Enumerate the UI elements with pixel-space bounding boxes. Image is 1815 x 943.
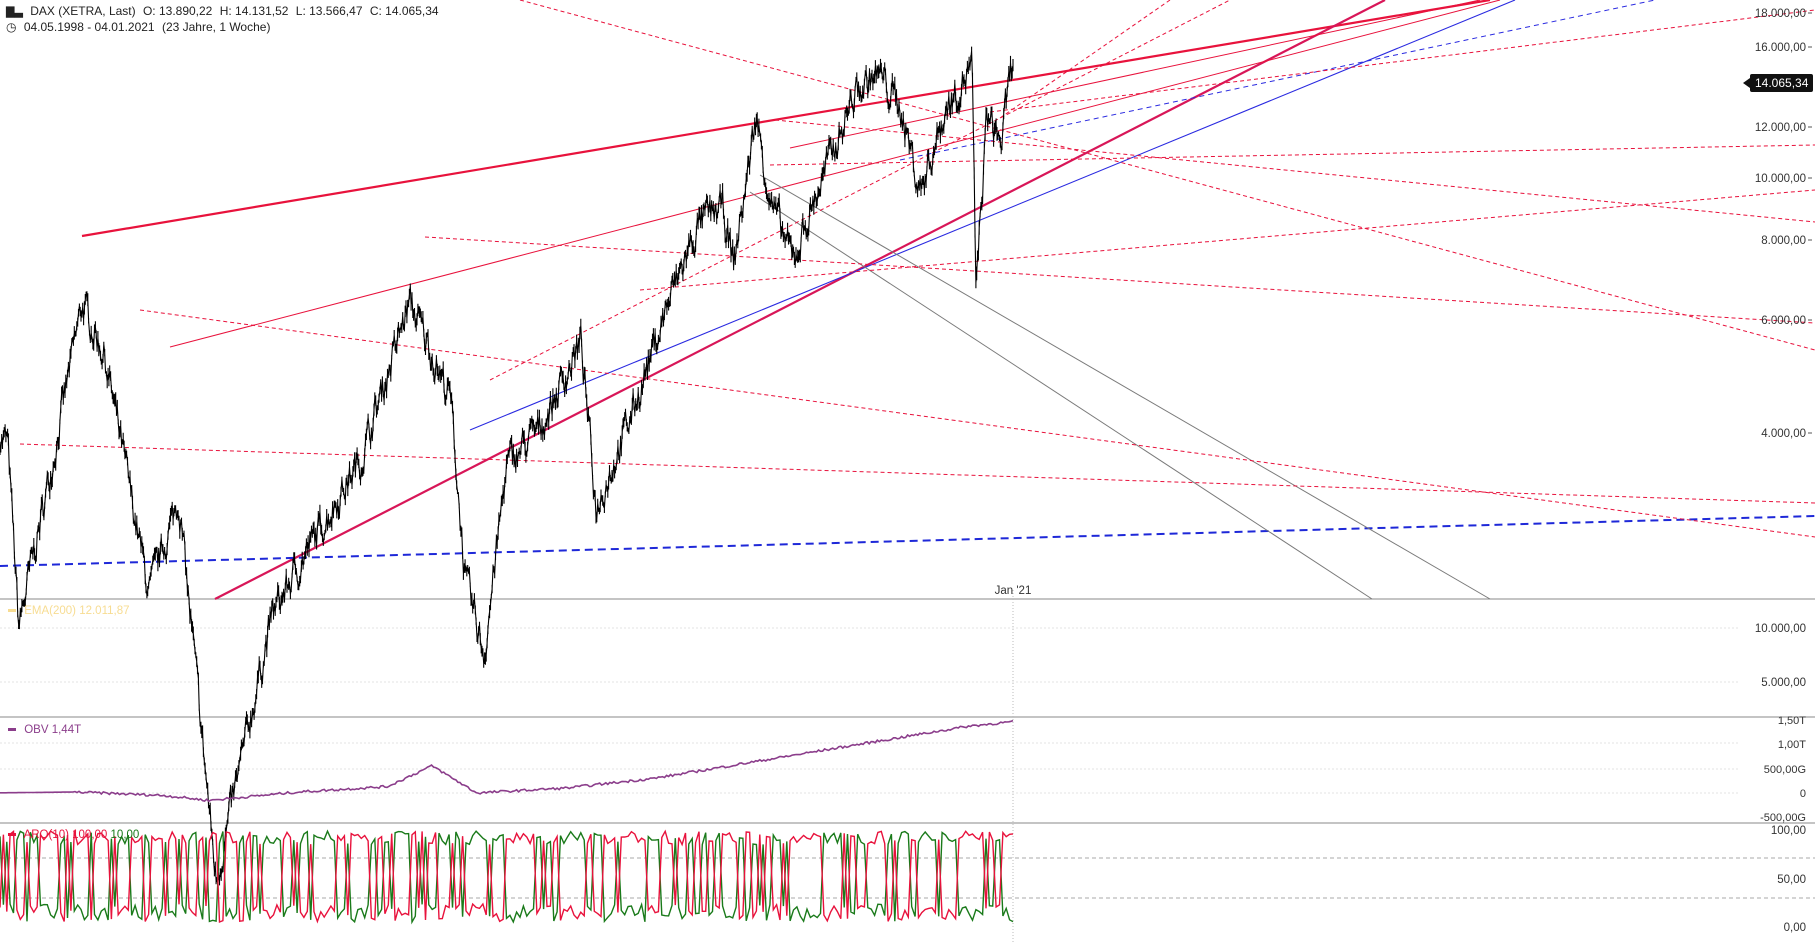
- trendlines[interactable]: [0, 0, 1815, 600]
- price-tick-marks: [1808, 12, 1812, 434]
- trendline-red-dashed[interactable]: [769, 144, 1815, 166]
- trendline-gray-2[interactable]: [759, 174, 1491, 600]
- obv-tick: 0: [1800, 788, 1806, 800]
- price-tick: 8.000,00: [1761, 235, 1806, 247]
- ohlc-high: H: 14.131,52: [219, 4, 289, 18]
- last-price-badge: 14.065,34: [1742, 74, 1814, 92]
- trendline-red-dashed[interactable]: [489, 0, 1231, 381]
- price-tick: 6.000,00: [1761, 315, 1806, 327]
- aroon-tick: 0,00: [1784, 922, 1806, 934]
- price-tick: 18.000,00: [1755, 8, 1806, 20]
- aroon-label[interactable]: ARO(10) 100,00 10,00: [8, 829, 139, 841]
- aroon-down-series[interactable]: [0, 829, 1014, 924]
- trendline-red-thin-2[interactable]: [789, 0, 1481, 149]
- trendline-red-dashed[interactable]: [519, 0, 1815, 351]
- date-range: 04.05.1998 - 04.01.2021: [23, 20, 155, 34]
- clock-icon: ◷: [6, 20, 17, 34]
- obv-tick: 500,00G: [1764, 764, 1806, 776]
- ema-tick: 5.000,00: [1761, 677, 1806, 689]
- instrument-name: DAX (XETRA, Last): [30, 4, 136, 18]
- price-tick: 4.000,00: [1761, 428, 1806, 440]
- obv-tick: 1,00T: [1778, 739, 1806, 751]
- obv-label[interactable]: OBV 1,44T: [8, 724, 81, 736]
- obv-tick: -500,00G: [1760, 812, 1806, 824]
- aroon-swatch: [8, 833, 16, 837]
- trendline-red-dashed[interactable]: [989, 9, 1815, 113]
- chart-type-icon[interactable]: ▇▃: [6, 6, 23, 18]
- aroon-name: ARO(10): [23, 829, 69, 841]
- trendline-red-solid-support[interactable]: [214, 0, 1386, 600]
- aroon-tick: 100,00: [1771, 825, 1806, 837]
- price-tick: 10.000,00: [1755, 173, 1806, 185]
- trendline-red-solid-upper[interactable]: [81, 0, 1491, 238]
- obv-y-axis: 1,50T 1,00T 500,00G 0 -500,00G: [1760, 715, 1806, 824]
- obv-value: 1,44T: [51, 724, 82, 736]
- chart-range: ◷ 04.05.1998 - 04.01.2021 (23 Jahre, 1 W…: [6, 20, 274, 34]
- trendline-red-thin[interactable]: [169, 0, 1501, 348]
- ema-tick: 10.000,00: [1755, 623, 1806, 635]
- obv-swatch: [8, 728, 16, 732]
- obv-name: OBV: [24, 724, 49, 736]
- aroon-up-series[interactable]: [0, 829, 1014, 925]
- trendline-red-dashed[interactable]: [424, 236, 1815, 324]
- trendline-gray-1[interactable]: [749, 191, 1373, 600]
- aroon-y-axis: 100,00 50,00 0,00: [1771, 825, 1806, 934]
- ema-name: EMA(200): [24, 605, 76, 617]
- trendline-red-dashed[interactable]: [774, 119, 1815, 223]
- ema-y-axis: 10.000,00 5.000,00: [1755, 623, 1806, 689]
- trendline-red-dashed[interactable]: [139, 309, 1815, 538]
- trendline-blue-dashed[interactable]: [899, 0, 1656, 161]
- price-tick: 12.000,00: [1755, 122, 1806, 134]
- trendline-red-dashed[interactable]: [19, 443, 1815, 504]
- price-tick: 16.000,00: [1755, 42, 1806, 54]
- ohlc-low: L: 13.566,47: [295, 4, 363, 18]
- trendline-blue-thin[interactable]: [469, 0, 1516, 431]
- trendline-red-dashed[interactable]: [639, 189, 1815, 291]
- aroon-tick: 50,00: [1777, 874, 1806, 886]
- ohlc-close: C: 14.065,34: [369, 4, 439, 18]
- obv-series[interactable]: [0, 719, 1014, 803]
- obv-tick: 1,50T: [1778, 715, 1806, 727]
- price-y-axis: 18.000,00 16.000,00 12.000,00 10.000,00 …: [995, 8, 1806, 597]
- aroon-up-value: 100,00: [72, 829, 108, 841]
- trendline-blue-dashed-long[interactable]: [0, 515, 1815, 567]
- x-axis-label: Jan '21: [995, 585, 1032, 597]
- chart-header: ▇▃ DAX (XETRA, Last) O: 13.890,22 H: 14.…: [6, 4, 443, 18]
- price-series[interactable]: [0, 46, 1014, 887]
- ema-value: 12.011,87: [79, 605, 130, 617]
- aroon-down-value: 10,00: [110, 829, 140, 841]
- ema-label[interactable]: EMA(200) 12.011,87: [8, 605, 130, 617]
- ema-swatch: [8, 609, 16, 613]
- period-length: (23 Jahre, 1 Woche): [161, 20, 271, 34]
- ohlc-open: O: 13.890,22: [142, 4, 213, 18]
